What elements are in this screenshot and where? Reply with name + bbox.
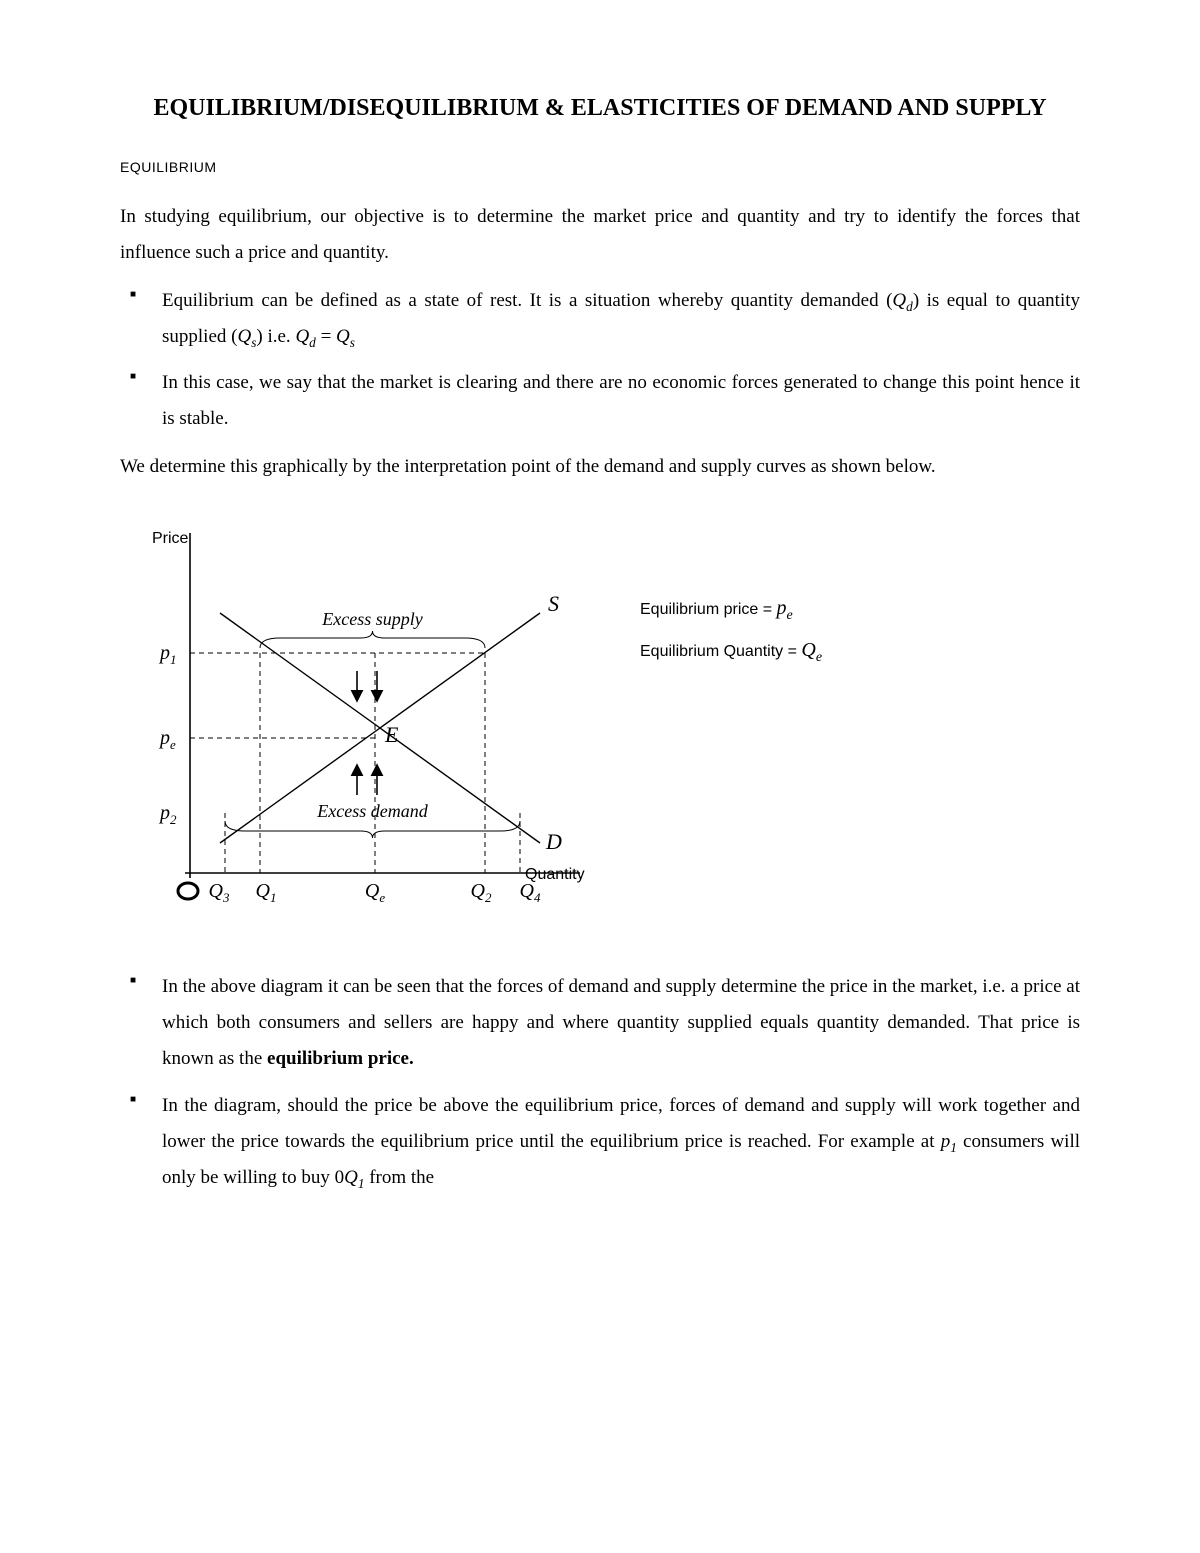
list-item: In the above diagram it can be seen that… (148, 969, 1080, 1077)
supply-demand-chart: PriceQuantitySDp1pep2Q3Q1QeQ2Q4EExcess s… (120, 513, 640, 933)
list-item: Equilibrium can be defined as a state of… (148, 283, 1080, 355)
svg-text:Price: Price (152, 530, 189, 547)
svg-text:E: E (384, 722, 399, 747)
svg-text:D: D (545, 829, 562, 854)
svg-text:Excess supply: Excess supply (321, 609, 422, 629)
svg-text:Q3: Q3 (209, 880, 230, 905)
list-item: In this case, we say that the market is … (148, 365, 1080, 437)
svg-text:S: S (548, 591, 559, 616)
svg-text:Q4: Q4 (520, 880, 541, 905)
svg-text:pe: pe (158, 727, 176, 752)
bullet1-text-a: Equilibrium can be defined as a state of… (162, 290, 886, 311)
math-qs: Qs (237, 326, 256, 347)
bold-eq-price: equilibrium price. (267, 1048, 414, 1069)
math-eq: Qd = Qs (295, 326, 355, 347)
math-qd: Qd (892, 290, 912, 311)
intro-paragraph: In studying equilibrium, our objective i… (120, 199, 1080, 271)
equilibrium-figure: PriceQuantitySDp1pep2Q3Q1QeQ2Q4EExcess s… (120, 513, 1080, 933)
svg-text:Q2: Q2 (471, 880, 492, 905)
legend-eq-qty: Equilibrium Quantity = Qe (640, 630, 822, 672)
legend-eq-price: Equilibrium price = pe (640, 588, 822, 630)
svg-text:Excess demand: Excess demand (316, 801, 428, 821)
page-title: EQUILIBRIUM/DISEQUILIBRIUM & ELASTICITIE… (120, 90, 1080, 126)
math-p1: p1 (941, 1131, 957, 1152)
bullet1-text-c: i.e. (267, 326, 295, 347)
math-Q1: Q1 (344, 1167, 364, 1188)
bullet-list-bottom: In the above diagram it can be seen that… (120, 969, 1080, 1196)
equilibrium-legend: Equilibrium price = pe Equilibrium Quant… (640, 513, 822, 672)
list-item: In the diagram, should the price be abov… (148, 1088, 1080, 1196)
svg-text:p1: p1 (158, 642, 177, 667)
transition-paragraph: We determine this graphically by the int… (120, 449, 1080, 485)
bullet-list-top: Equilibrium can be defined as a state of… (120, 283, 1080, 437)
svg-text:Q1: Q1 (256, 880, 277, 905)
section-heading: EQUILIBRIUM (120, 154, 1080, 181)
svg-text:p2: p2 (158, 802, 177, 827)
svg-text:Qe: Qe (365, 880, 385, 905)
